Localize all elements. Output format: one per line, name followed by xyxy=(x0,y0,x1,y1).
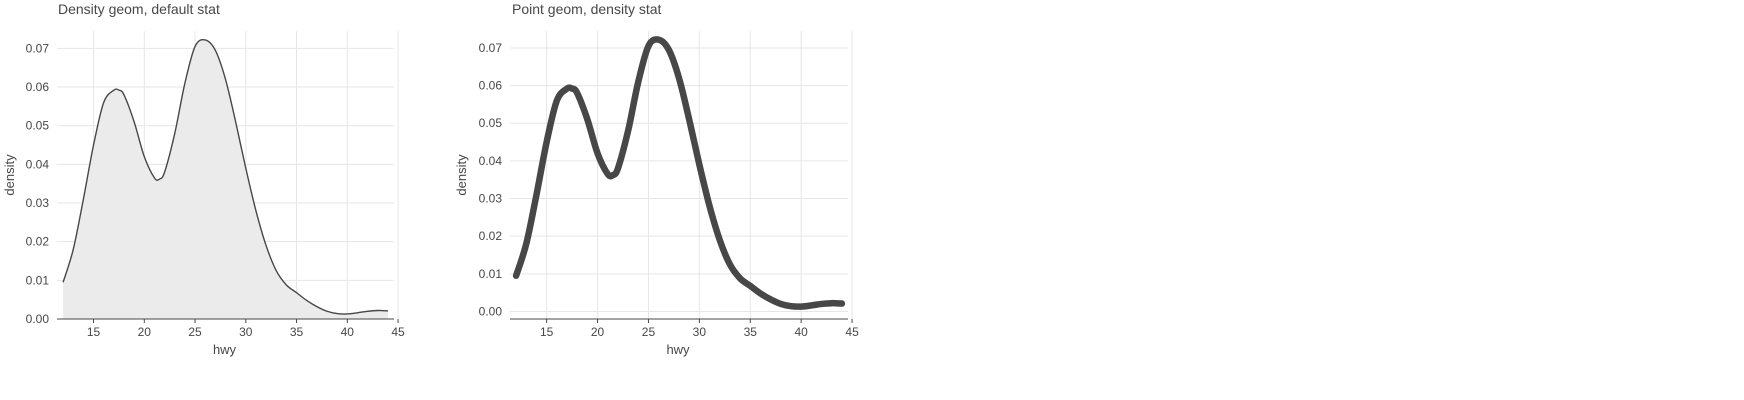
x-tick-label: 15 xyxy=(87,325,101,339)
y-tick-label: 0.03 xyxy=(26,196,50,210)
density-line-plot: 15 20 25 30 35 40 45 0.00 0.01 0.02 0.03 0.04 0.05 0.… xyxy=(454,31,859,357)
x-tick-label: 25 xyxy=(188,325,202,339)
y-tick-label: 0.04 xyxy=(26,157,50,171)
y-tick-label: 0.06 xyxy=(479,79,503,93)
y-tick-label: 0.02 xyxy=(479,229,503,243)
chart-title: Density geom, default stat xyxy=(58,1,220,17)
x-axis-title: hwy xyxy=(666,342,690,357)
x-tick-label: 45 xyxy=(391,325,405,339)
y-tick-label: 0.01 xyxy=(479,267,503,281)
x-tick-label: 20 xyxy=(591,325,605,339)
x-tick-label: 30 xyxy=(239,325,253,339)
y-tick-label: 0.04 xyxy=(479,154,503,168)
density-line-chart-panel: Point geom, density stat 15 20 25 30 35 40 45 0… xyxy=(452,0,897,400)
x-tick-label: 40 xyxy=(341,325,355,339)
y-tick-label: 0.01 xyxy=(26,273,50,287)
y-tick-label: 0.03 xyxy=(479,192,503,206)
x-tick-label: 20 xyxy=(138,325,152,339)
x-axis-title: hwy xyxy=(213,342,237,357)
density-curve xyxy=(62,38,388,315)
density-chart-panel: Density geom, default stat 15 20 25 30 35 40 4… xyxy=(0,0,445,400)
y-tick-label: 0.00 xyxy=(479,304,503,318)
y-tick-label: 0.07 xyxy=(26,41,50,55)
x-tick-label: 45 xyxy=(845,325,859,339)
x-tick-label: 30 xyxy=(693,325,707,339)
y-tick-label: 0.07 xyxy=(479,41,503,55)
x-tick-label: 25 xyxy=(642,325,656,339)
y-tick-label: 0.06 xyxy=(26,80,50,94)
density-point-curve xyxy=(512,36,846,310)
y-tick-label: 0.00 xyxy=(26,312,50,326)
x-tick-label: 35 xyxy=(744,325,758,339)
chart-title: Point geom, density stat xyxy=(512,1,662,17)
y-tick-label: 0.05 xyxy=(479,116,503,130)
x-tick-label: 35 xyxy=(290,325,304,339)
y-axis-title: density xyxy=(454,154,469,196)
y-tick-label: 0.02 xyxy=(26,235,50,249)
density-area-fill xyxy=(63,39,388,319)
x-tick-label: 15 xyxy=(540,325,554,339)
x-tick-label: 40 xyxy=(794,325,808,339)
y-axis-title: density xyxy=(2,154,17,196)
density-area-plot: 15 20 25 30 35 40 45 0.00 0.01 0.02 0.03 0.04 0.05 0.… xyxy=(2,31,405,357)
y-tick-label: 0.05 xyxy=(26,119,50,133)
